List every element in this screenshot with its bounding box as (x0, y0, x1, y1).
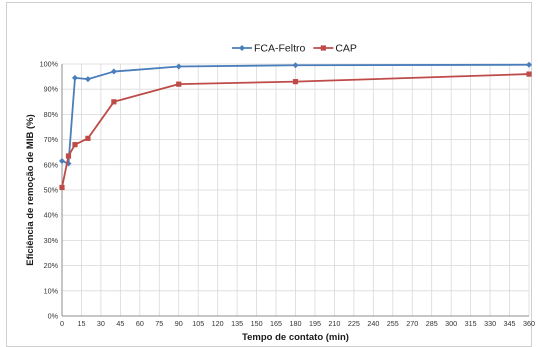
data-point (526, 61, 532, 68)
data-point (59, 184, 65, 191)
x-tick-label: 180 (290, 319, 302, 328)
x-tick-label: 285 (426, 319, 438, 328)
x-tick-label: 165 (270, 319, 282, 328)
y-tick-label: 30% (44, 236, 59, 245)
y-tick-label: 20% (44, 261, 59, 270)
data-point (292, 79, 299, 85)
x-tick-label: 255 (387, 319, 399, 328)
data-point (176, 81, 182, 87)
x-tick-label: 150 (251, 319, 263, 328)
data-point (526, 71, 532, 77)
y-tick-label: 90% (44, 85, 59, 94)
y-axis-title: Eficiência de remoção de MIB (%) (25, 114, 36, 266)
x-tick-label: 315 (465, 319, 477, 328)
x-tick-label: 360 (523, 319, 535, 328)
y-tick-label: 10% (44, 286, 59, 295)
y-tick-label: 60% (44, 160, 59, 169)
x-tick-label: 105 (192, 319, 204, 328)
gridlines (62, 63, 530, 316)
x-tick-label: 45 (116, 319, 124, 328)
y-tick-label: 0% (48, 312, 59, 321)
x-tick-label: 270 (406, 319, 418, 328)
x-tick-label: 210 (328, 319, 340, 328)
series-cap (59, 71, 532, 191)
data-point (84, 76, 91, 83)
x-tick-label: 300 (445, 319, 457, 328)
tick-labels: 0% 10% 20% 30% 40% 50% 60% 70% 80% 90% 100% 0 15 30 45… (40, 60, 535, 329)
data-point (85, 135, 91, 141)
x-tick-label: 30 (97, 319, 105, 328)
y-tick-label: 70% (44, 135, 59, 144)
y-tick-label: 80% (44, 110, 59, 119)
x-tick-label: 345 (504, 319, 516, 328)
x-tick-label: 225 (348, 319, 360, 328)
x-axis-title: Tempo de contato (min) (242, 332, 349, 343)
legend-label: FCA-Feltro (254, 43, 305, 55)
data-point (110, 68, 117, 75)
data-point (175, 63, 182, 70)
data-point (292, 62, 299, 69)
data-point (71, 74, 78, 81)
chart-frame (6, 2, 532, 347)
x-tick-label: 75 (155, 319, 163, 328)
y-tick-label: 100% (40, 60, 59, 69)
legend-marker (239, 45, 245, 51)
data-point (72, 142, 78, 148)
x-tick-label: 60 (136, 319, 144, 328)
x-tick-label: 0 (60, 319, 64, 328)
x-tick-label: 135 (231, 319, 243, 328)
y-tick-label: 50% (44, 186, 59, 195)
data-point (65, 153, 72, 159)
x-tick-label: 330 (484, 319, 496, 328)
series-group (59, 61, 532, 191)
series-fca-feltro (59, 61, 532, 167)
y-tick-label: 40% (44, 211, 59, 220)
x-tick-label: 240 (367, 319, 379, 328)
x-tick-label: 15 (77, 319, 85, 328)
x-tick-label: 195 (309, 319, 321, 328)
x-tick-label: 90 (175, 319, 183, 328)
series-line (61, 63, 530, 165)
legend: FCA-Feltro CAP (232, 43, 357, 55)
data-point (59, 158, 65, 165)
legend-marker (320, 45, 326, 51)
legend-label: CAP (335, 43, 357, 55)
x-tick-label: 120 (212, 319, 224, 328)
data-point (111, 99, 117, 105)
